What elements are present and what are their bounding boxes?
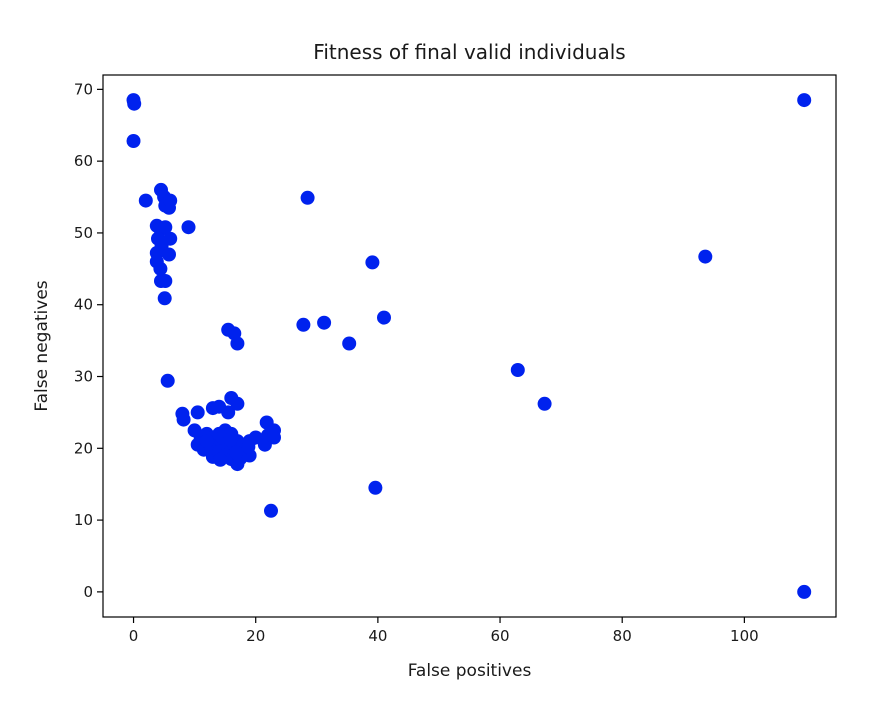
data-point <box>221 405 236 420</box>
y-tick-label: 70 <box>74 80 93 98</box>
data-point <box>296 317 311 332</box>
data-point <box>230 336 245 351</box>
data-point <box>160 373 175 388</box>
data-point <box>157 291 172 306</box>
data-point <box>797 584 812 599</box>
data-point <box>300 190 315 205</box>
data-point <box>138 193 153 208</box>
y-tick-label: 50 <box>74 224 93 242</box>
x-axis: 0 20 40 60 80 100 <box>129 617 759 645</box>
x-tick-label: 40 <box>368 627 387 645</box>
x-tick-label: 80 <box>613 627 632 645</box>
data-point <box>213 452 228 467</box>
data-point <box>368 480 383 495</box>
y-axis-label: False negatives <box>32 280 52 411</box>
data-point <box>365 255 380 270</box>
y-tick-label: 30 <box>74 368 93 386</box>
data-point <box>181 220 196 235</box>
data-point <box>127 96 142 111</box>
data-point <box>377 310 391 325</box>
data-point <box>317 315 332 330</box>
data-point <box>176 412 191 427</box>
data-point <box>163 193 178 208</box>
data-point <box>510 363 525 377</box>
x-axis-label: False positives <box>408 661 532 681</box>
y-tick-label: 20 <box>74 439 93 457</box>
data-point <box>158 274 173 288</box>
plot-frame <box>102 74 837 618</box>
x-tick-label: 20 <box>246 627 265 645</box>
x-tick-label: 0 <box>129 627 139 645</box>
y-tick-label: 40 <box>74 296 93 314</box>
data-point <box>797 93 812 108</box>
data-point <box>199 434 214 449</box>
x-tick-label: 100 <box>730 627 759 645</box>
x-tick-label: 60 <box>490 627 509 645</box>
data-point <box>264 503 278 518</box>
data-point <box>158 220 173 235</box>
data-point <box>267 430 281 445</box>
data-point <box>230 396 245 411</box>
data-point <box>537 396 552 411</box>
y-tick-label: 10 <box>74 511 93 529</box>
y-tick-label: 60 <box>74 152 93 170</box>
data-point <box>153 261 168 276</box>
y-tick-label: 0 <box>83 583 93 601</box>
data-point <box>162 247 176 262</box>
data-point <box>190 405 205 420</box>
y-axis: 0 10 20 30 40 50 60 70 <box>74 80 103 601</box>
data-point <box>223 432 238 447</box>
data-point <box>698 249 713 264</box>
data-point <box>126 134 141 148</box>
chart-title: Fitness of final valid individuals <box>313 40 625 64</box>
data-point <box>342 336 357 351</box>
data-point <box>229 445 244 460</box>
data-point <box>241 439 256 454</box>
points-layer <box>126 93 812 599</box>
